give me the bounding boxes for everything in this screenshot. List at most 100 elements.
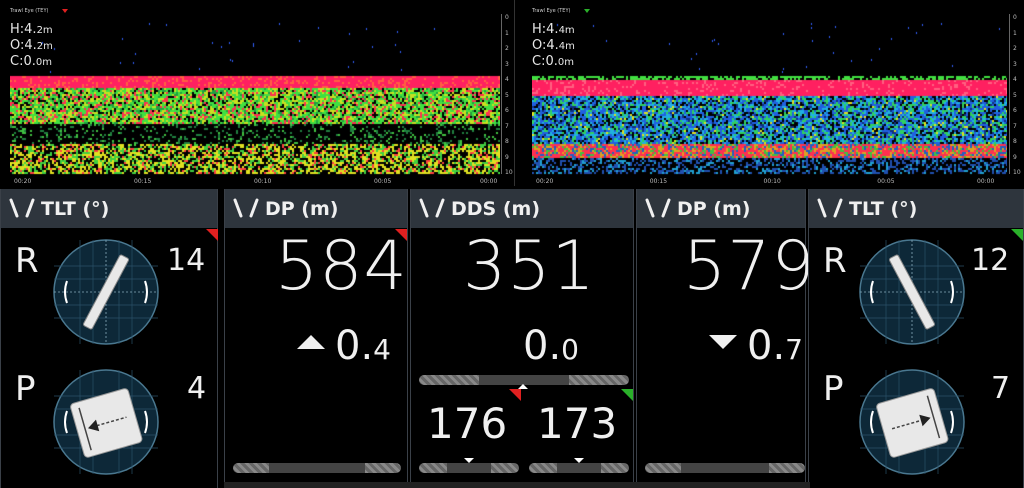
- depth-tick: 3: [505, 60, 509, 68]
- trend-bar: [419, 375, 629, 385]
- status-flag: [621, 389, 633, 401]
- trend-marker: [464, 458, 474, 463]
- trend-marker: [518, 384, 528, 389]
- panel-header: TLT (°): [1, 189, 217, 228]
- pitch-value: 7: [991, 371, 1011, 406]
- trawl-door-icon: [817, 198, 843, 218]
- depth-change: 0.7: [747, 323, 803, 369]
- trend-marker: [574, 458, 584, 463]
- panel-label: DP (m): [677, 198, 751, 220]
- pitch-letter: P: [823, 369, 844, 409]
- roll-value: 12: [971, 243, 1010, 278]
- echogram-title: Trawl Eye (TEY): [10, 8, 49, 14]
- depth-tick: 9: [505, 153, 509, 161]
- time-tick: 00:15: [134, 178, 152, 185]
- depth-tick: 6: [505, 107, 509, 114]
- depth-change: 0.4: [335, 323, 391, 369]
- depth-tick: 8: [1013, 138, 1017, 145]
- depth-axis: [1009, 14, 1010, 174]
- depth-tick: 0: [505, 14, 509, 21]
- depth-tick: 9: [1013, 153, 1017, 161]
- echogram-title: Trawl Eye (TEY): [532, 8, 571, 14]
- time-tick: 00:00: [480, 178, 498, 185]
- opening-readout: O:4.2m: [10, 38, 53, 53]
- depth-tick: 4: [505, 76, 509, 83]
- time-tick: 00:10: [254, 178, 272, 185]
- time-tick: 00:20: [536, 178, 554, 185]
- depth-tick: 8: [505, 138, 509, 145]
- depth-tick: 1: [1013, 29, 1017, 37]
- height-readout: H:4.2m: [10, 22, 53, 37]
- status-flag: [62, 9, 68, 13]
- depth-panel-right[interactable]: DP (m) 579 0.7: [636, 189, 815, 488]
- trend-bar: [645, 463, 805, 473]
- port-trend-bar: [419, 463, 519, 473]
- roll-gauge: [859, 239, 965, 345]
- panel-header: DP (m): [225, 189, 407, 228]
- depth-panel-left[interactable]: DP (m) 584 0.4: [224, 189, 408, 488]
- pitch-gauge: [859, 369, 965, 475]
- echogram-canvas: [10, 18, 500, 178]
- time-tick: 00:05: [374, 178, 392, 185]
- depth-tick: 4: [1013, 76, 1017, 83]
- depth-tick: 10: [505, 169, 513, 176]
- status-flag: [395, 229, 407, 241]
- starboard-trend-bar: [529, 463, 629, 473]
- depth-tick: 7: [1013, 122, 1017, 130]
- pitch-value: 4: [187, 371, 207, 406]
- depth-tick: 10: [1013, 169, 1021, 176]
- time-tick: 00:10: [763, 178, 781, 185]
- trend-bar: [233, 463, 401, 473]
- time-tick: 00:05: [877, 178, 895, 185]
- panel-label: DP (m): [265, 198, 339, 220]
- status-flag: [1011, 229, 1023, 241]
- echogram-left: Trawl Eye (TEY) H:4.2m O:4.2m C:0.0m 0 1 2…: [0, 0, 515, 186]
- depth-tick: 3: [1013, 60, 1017, 68]
- distance-change: 0.0: [523, 323, 579, 369]
- tilt-panel-right[interactable]: TLT (°) R 12 P 7: [808, 189, 1024, 488]
- down-arrow-icon: [709, 335, 737, 349]
- echogram-readout: H:4.4m O:4.4m C:0.0m: [532, 22, 575, 70]
- panel-header: DDS (m): [411, 189, 633, 228]
- echogram-canvas: [532, 18, 1007, 178]
- depth-axis: [501, 14, 502, 174]
- echogram-right: Trawl Eye (TEY) H:4.4m O:4.4m C:0.0m 0 1 2…: [522, 0, 1024, 186]
- trawl-door-icon: [645, 198, 671, 218]
- time-tick: 00:00: [977, 178, 995, 185]
- time-tick: 00:15: [649, 178, 668, 185]
- roll-value: 14: [167, 243, 206, 278]
- opening-readout: O:4.4m: [532, 38, 575, 53]
- trawl-door-icon: [233, 198, 259, 218]
- depth-tick: 7: [505, 122, 509, 130]
- trawl-door-icon: [9, 198, 35, 218]
- height-readout: H:4.4m: [532, 22, 575, 37]
- port-distance-value: 176: [427, 399, 508, 448]
- distance-panel[interactable]: DDS (m) 351 0.0 176 173: [410, 189, 634, 488]
- depth-tick: 6: [1013, 107, 1017, 114]
- depth-tick: 2: [505, 45, 509, 52]
- depth-tick: 5: [505, 91, 509, 99]
- depth-tick: 5: [1013, 91, 1017, 99]
- up-arrow-icon: [297, 335, 325, 349]
- panel-label: TLT (°): [849, 198, 918, 220]
- panel-label: DDS (m): [451, 198, 541, 220]
- trawl-door-icon: [419, 198, 445, 218]
- status-flag: [584, 9, 590, 13]
- depth-value: 584: [275, 227, 408, 306]
- starboard-distance-value: 173: [537, 399, 618, 448]
- panel-header: TLT (°): [809, 189, 1023, 228]
- pitch-gauge: [53, 369, 159, 475]
- time-tick: 00:20: [14, 178, 32, 185]
- roll-gauge: [53, 239, 159, 345]
- tilt-panel-left[interactable]: TLT (°) R 14 P 4: [0, 189, 218, 488]
- echogram-readout: H:4.2m O:4.2m C:0.0m: [10, 22, 53, 70]
- status-flag: [509, 389, 521, 401]
- pitch-letter: P: [15, 369, 36, 409]
- roll-letter: R: [823, 241, 847, 281]
- panel-header: DP (m): [637, 189, 805, 228]
- status-flag: [206, 229, 218, 241]
- status-strip: [224, 482, 810, 488]
- depth-tick: 2: [1013, 45, 1017, 52]
- clearance-readout: C:0.0m: [532, 54, 574, 69]
- depth-tick: 1: [505, 29, 509, 37]
